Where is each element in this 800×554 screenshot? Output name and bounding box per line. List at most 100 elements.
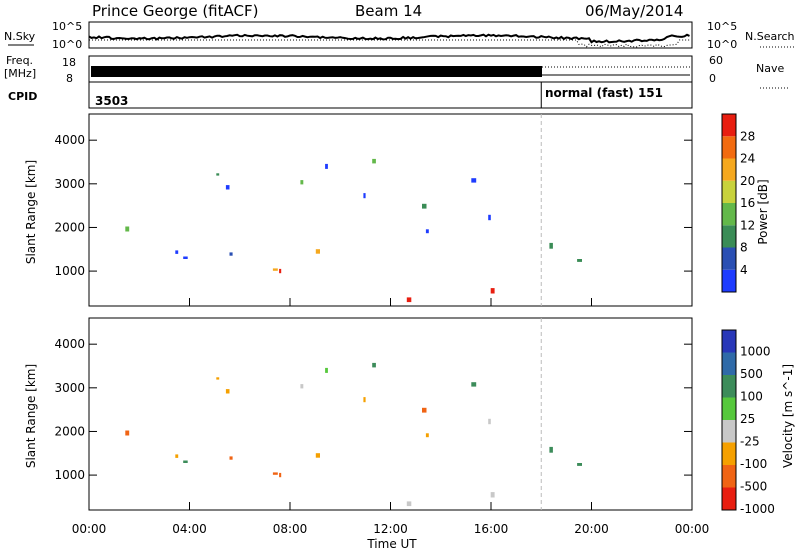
velocity-colorbar-tick: -100 — [740, 457, 767, 471]
power-colorbar-tick: 24 — [740, 152, 755, 166]
power-cell — [372, 158, 376, 164]
cpid-first: 3503 — [95, 94, 128, 108]
freq-tick-bottom: 8 — [66, 72, 73, 85]
velocity-colorbar-segment — [722, 465, 736, 488]
nave-tick-top: 60 — [709, 54, 723, 67]
velocity-colorbar-tick: -1000 — [740, 502, 775, 516]
time-ticks: 00:00 04:00 08:00 12:00 16:00 20:00 00:00 — [72, 298, 710, 536]
nave-tick-bottom: 0 — [709, 72, 716, 85]
velocity-cell — [216, 377, 220, 380]
power-cell — [300, 180, 304, 185]
cpid-panel — [88, 81, 693, 109]
velocity-colorbar-tick: 25 — [740, 412, 755, 426]
power-y-ticks: 1000 2000 3000 4000 — [54, 133, 692, 278]
time-axis-label: Time UT — [366, 537, 417, 551]
power-colorbar-tick: 20 — [740, 174, 755, 188]
power-cell — [183, 256, 188, 259]
velocity-cell — [279, 472, 282, 478]
time-tick-label: 04:00 — [172, 522, 207, 536]
velocity-colorbar-tick: 100 — [740, 390, 763, 404]
power-colorbar-tick: 4 — [740, 263, 748, 277]
power-colorbar: 4 8 12 16 20 24 28 — [721, 113, 755, 293]
power-colorbar-tick: 16 — [740, 196, 755, 210]
power-cell — [490, 288, 495, 294]
power-colorbar-segment — [722, 203, 736, 226]
velocity-colorbar-segment — [722, 397, 736, 420]
velocity-cell — [125, 430, 130, 436]
velocity-cell — [406, 501, 412, 507]
time-tick-label: 00:00 — [675, 522, 710, 536]
power-colorbar-tick: 28 — [740, 129, 755, 143]
velocity-colorbar-segment — [722, 352, 736, 375]
freq-tick-top: 18 — [62, 56, 76, 69]
velocity-cell — [471, 382, 477, 387]
velocity-cell — [183, 460, 188, 463]
velocity-colorbar-frame — [721, 329, 737, 511]
time-tick-label: 08:00 — [273, 522, 308, 536]
velocity-cell — [175, 454, 179, 458]
power-cell — [363, 193, 366, 199]
power-cell — [225, 185, 230, 190]
velocity-cell — [325, 367, 328, 373]
velocity-colorbar-tick: 500 — [740, 367, 763, 381]
velocity-colorbar-segment — [722, 375, 736, 398]
power-cell — [216, 173, 220, 176]
power-colorbar-segment — [722, 225, 736, 248]
velocity-colorbar-tick: -25 — [740, 435, 760, 449]
velocity-cell — [425, 433, 429, 438]
noise-search-trace — [89, 39, 690, 48]
power-cell — [549, 242, 553, 249]
velocity-cell — [372, 362, 376, 368]
power-cell — [175, 250, 179, 254]
power-cell — [422, 203, 427, 209]
velocity-colorbar-segment — [722, 420, 736, 443]
power-colorbar-label: Power [dB] — [756, 179, 770, 244]
velocity-cell — [422, 407, 427, 413]
velocity-cell — [300, 384, 304, 389]
power-cell — [125, 226, 130, 232]
velocity-colorbar-segment — [722, 442, 736, 465]
velocity-cell — [315, 453, 320, 458]
beam-label: Beam 14 — [355, 2, 422, 20]
power-cell — [325, 163, 328, 169]
velocity-cell — [229, 456, 233, 460]
velocity-cell — [577, 463, 582, 466]
station-title: Prince George (fitACF) — [92, 2, 258, 20]
velocity-cell — [225, 389, 230, 394]
time-tick-label: 12:00 — [373, 522, 408, 536]
noise-tick-right-top: 10^5 — [707, 20, 737, 33]
power-y-tick-label: 3000 — [54, 177, 85, 191]
velocity-cell — [490, 492, 495, 498]
power-cell — [279, 268, 282, 274]
power-colorbar-segment — [722, 269, 736, 292]
time-tick-label: 00:00 — [72, 522, 107, 536]
time-tick-label: 16:00 — [474, 522, 509, 536]
velocity-colorbar-tick: -500 — [740, 480, 767, 494]
power-cell — [471, 178, 477, 183]
velocity-colorbar: 1000 500 100 25 -25 -100 -500 -1000 — [721, 329, 775, 516]
power-y-tick-label: 1000 — [54, 264, 85, 278]
noise-tick-left-top: 10^5 — [52, 20, 82, 33]
power-cell — [406, 297, 412, 303]
power-panel-bg — [89, 114, 692, 306]
cpid-second: normal (fast) 151 — [545, 86, 663, 100]
power-cell — [425, 229, 429, 234]
power-colorbar-segment — [722, 158, 736, 181]
nsearch-label: N.Search — [745, 30, 795, 43]
freq-label-1: Freq. — [6, 54, 33, 67]
power-cell — [315, 249, 320, 254]
date-label: 06/May/2014 — [585, 2, 683, 20]
velocity-panel-bg — [89, 318, 692, 510]
freq-label-2: [MHz] — [4, 67, 36, 80]
velocity-colorbar-label: Velocity [m s^-1] — [781, 364, 795, 468]
freq-bar — [91, 66, 542, 77]
velocity-colorbar-tick: 1000 — [740, 345, 771, 359]
velocity-y-label: Slant Range [km] — [24, 364, 38, 468]
velocity-heatmap — [125, 362, 582, 507]
velocity-y-tick-label: 1000 — [54, 468, 85, 482]
power-colorbar-segment — [722, 136, 736, 159]
velocity-cell — [549, 446, 553, 453]
velocity-colorbar-segment — [722, 487, 736, 510]
power-colorbar-tick: 8 — [740, 241, 748, 255]
velocity-y-ticks: 1000 2000 3000 4000 — [54, 337, 692, 482]
